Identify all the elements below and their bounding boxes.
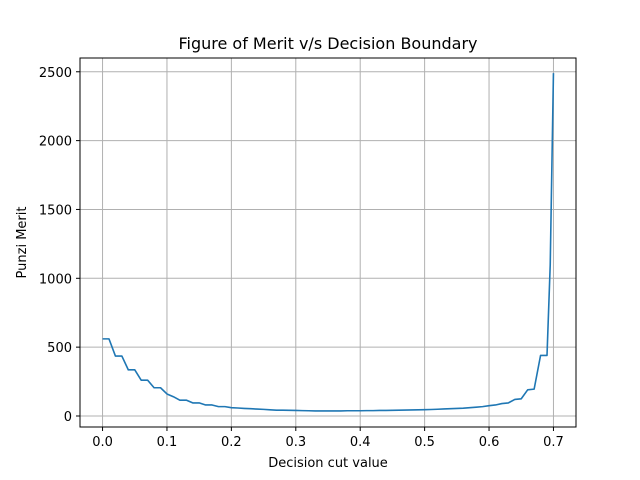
x-tick-label: 0.7 (543, 435, 564, 450)
x-axis-label: Decision cut value (268, 456, 388, 471)
ticks: 0.0 0.1 0.2 0.3 0.4 0.5 0.6 0.7 0 500 1000 1500 2000… (39, 66, 564, 450)
y-tick-label: 500 (47, 341, 72, 356)
y-tick-label: 2000 (39, 135, 72, 150)
x-tick-label: 0.3 (285, 435, 306, 450)
y-tick-label: 0 (64, 410, 72, 425)
x-tick-label: 0.6 (479, 435, 500, 450)
series-line (102, 73, 555, 412)
x-tick-label: 0.4 (350, 435, 371, 450)
x-tick-label: 0.2 (221, 435, 242, 450)
plot-frame (79, 57, 577, 428)
y-tick-label: 2500 (39, 66, 72, 81)
x-tick-label: 0.5 (414, 435, 435, 450)
y-axis-label: Punzi Merit (15, 207, 30, 279)
x-tick-label: 0.0 (92, 435, 113, 450)
y-tick-label: 1000 (39, 272, 72, 287)
y-tick-label: 1500 (39, 203, 72, 218)
x-tick-label: 0.1 (157, 435, 178, 450)
chart-title: Figure of Merit v/s Decision Boundary (178, 34, 477, 53)
